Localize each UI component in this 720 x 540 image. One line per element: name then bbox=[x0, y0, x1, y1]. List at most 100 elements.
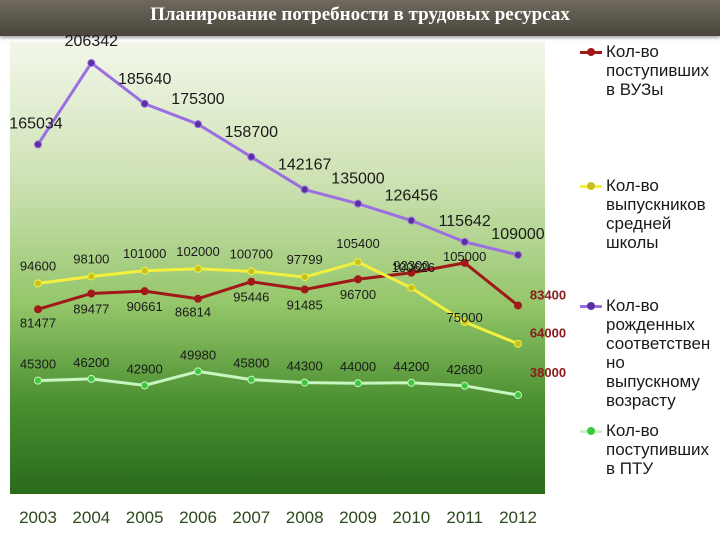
data-label-school: 105400 bbox=[336, 236, 379, 251]
legend-label-vuz: Кол-во поступивших в ВУЗы bbox=[606, 42, 710, 99]
data-point-born bbox=[87, 58, 96, 67]
data-label-school: 64000 bbox=[530, 326, 566, 341]
data-label-ptu: 49980 bbox=[180, 347, 216, 362]
legend-label-school: Кол-во выпускников средней школы bbox=[606, 176, 706, 252]
data-label-ptu: 38000 bbox=[530, 365, 566, 380]
data-point-born bbox=[34, 140, 42, 149]
data-label-born: 175300 bbox=[171, 91, 224, 108]
data-point-born bbox=[514, 250, 522, 259]
data-point-school bbox=[247, 267, 256, 276]
data-point-vuz bbox=[300, 285, 309, 294]
data-point-vuz bbox=[354, 275, 362, 284]
legend-label-born: Кол-во рожденных соответствен но выпускн… bbox=[606, 296, 711, 410]
data-label-ptu: 42680 bbox=[447, 362, 483, 377]
data-label-ptu: 44300 bbox=[287, 359, 323, 374]
data-point-school bbox=[194, 264, 202, 273]
data-point-born bbox=[354, 199, 362, 208]
data-point-ptu bbox=[460, 381, 469, 390]
data-label-vuz: 83400 bbox=[530, 287, 566, 302]
data-label-born: 135000 bbox=[331, 171, 384, 188]
data-point-born bbox=[194, 120, 202, 129]
data-point-ptu bbox=[300, 378, 309, 387]
data-point-born bbox=[247, 152, 256, 161]
x-tick-label: 2005 bbox=[126, 508, 164, 527]
x-tick-label: 2004 bbox=[72, 508, 110, 527]
title-bar: Планирование потребности в трудовых ресу… bbox=[0, 0, 720, 36]
data-point-school bbox=[514, 339, 522, 348]
data-label-vuz: 90661 bbox=[127, 299, 163, 314]
legend-marker-ptu bbox=[587, 427, 595, 435]
data-point-born bbox=[407, 216, 416, 225]
x-tick-label: 2012 bbox=[499, 508, 537, 527]
legend-marker-vuz bbox=[587, 48, 595, 56]
data-label-vuz: 105000 bbox=[443, 249, 486, 264]
data-point-born bbox=[460, 237, 469, 246]
data-label-school: 97799 bbox=[287, 252, 323, 267]
data-point-school bbox=[354, 258, 362, 267]
data-point-born bbox=[300, 185, 309, 194]
data-label-ptu: 42900 bbox=[127, 361, 163, 376]
data-point-school bbox=[407, 283, 416, 292]
data-label-school: 92300 bbox=[393, 258, 429, 273]
data-point-school bbox=[34, 279, 42, 288]
data-label-ptu: 44200 bbox=[393, 359, 429, 374]
legend-marker-born bbox=[587, 302, 595, 310]
data-point-ptu bbox=[194, 367, 202, 376]
data-label-vuz: 89477 bbox=[73, 301, 109, 316]
data-label-vuz: 91485 bbox=[287, 298, 323, 313]
data-label-school: 102000 bbox=[176, 244, 219, 259]
data-label-born: 158700 bbox=[225, 124, 278, 141]
data-label-vuz: 86814 bbox=[175, 305, 211, 320]
x-tick-label: 2011 bbox=[446, 508, 483, 527]
data-label-school: 100700 bbox=[230, 246, 273, 261]
data-point-school bbox=[87, 272, 96, 281]
data-point-school bbox=[460, 318, 469, 327]
data-label-school: 75000 bbox=[447, 310, 483, 325]
data-point-vuz bbox=[140, 287, 149, 296]
data-point-ptu bbox=[34, 376, 42, 385]
data-label-born: 185640 bbox=[118, 71, 171, 88]
legend-label-ptu: Кол-во поступивших в ПТУ bbox=[606, 421, 710, 478]
data-point-born bbox=[140, 99, 149, 108]
data-label-born: 206342 bbox=[65, 33, 118, 50]
data-point-vuz bbox=[34, 305, 42, 314]
series-line-born bbox=[36, 61, 519, 257]
x-tick-label: 2008 bbox=[286, 508, 324, 527]
data-point-vuz bbox=[87, 289, 96, 298]
data-point-ptu bbox=[407, 378, 416, 387]
x-tick-label: 2007 bbox=[232, 508, 270, 527]
series-line-ptu bbox=[37, 369, 519, 397]
series-line-school bbox=[37, 260, 519, 346]
legend-marker-school bbox=[587, 182, 595, 190]
data-label-school: 101000 bbox=[123, 246, 166, 261]
x-tick-label: 2009 bbox=[339, 508, 377, 527]
data-label-ptu: 44000 bbox=[340, 359, 376, 374]
data-label-school: 98100 bbox=[73, 251, 109, 266]
data-label-vuz: 95446 bbox=[233, 290, 269, 305]
data-label-born: 142167 bbox=[278, 157, 331, 174]
x-tick-label: 2003 bbox=[19, 508, 57, 527]
data-label-born: 115642 bbox=[439, 213, 491, 230]
data-label-vuz: 81477 bbox=[20, 315, 56, 330]
data-point-vuz bbox=[460, 258, 469, 267]
data-point-school bbox=[300, 273, 309, 282]
data-point-ptu bbox=[87, 374, 96, 383]
data-label-school: 94600 bbox=[20, 258, 56, 273]
data-point-vuz bbox=[514, 301, 522, 310]
data-label-ptu: 45800 bbox=[233, 356, 269, 371]
data-point-ptu bbox=[247, 375, 256, 384]
plot-area bbox=[10, 42, 545, 494]
x-tick-label: 2006 bbox=[179, 508, 217, 527]
data-label-ptu: 46200 bbox=[73, 355, 109, 370]
data-point-vuz bbox=[194, 294, 202, 303]
data-label-born: 165034 bbox=[9, 115, 62, 132]
data-label-vuz: 96700 bbox=[340, 287, 376, 302]
x-tick-label: 2010 bbox=[392, 508, 430, 527]
series-line-vuz bbox=[37, 261, 519, 311]
data-point-school bbox=[140, 266, 149, 275]
page-title: Планирование потребности в трудовых ресу… bbox=[150, 4, 570, 25]
data-label-born: 109000 bbox=[491, 226, 544, 243]
data-point-ptu bbox=[354, 379, 362, 388]
data-point-ptu bbox=[514, 391, 522, 400]
